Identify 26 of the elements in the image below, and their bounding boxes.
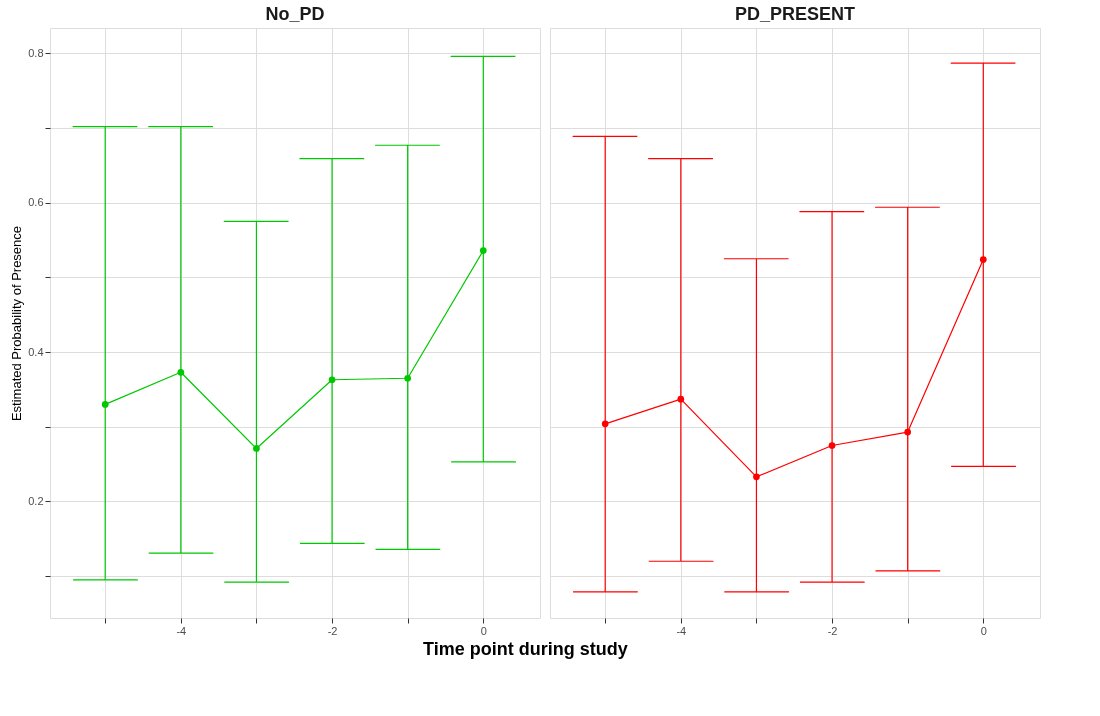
y-tick-label: 0.4 [28, 345, 44, 358]
x-axis-title: Time point during study [423, 638, 628, 659]
x-tick-label: -2 [827, 624, 838, 637]
y-tick-label: 0.2 [28, 494, 44, 507]
point [253, 445, 260, 452]
y-tick-label: 0.8 [28, 46, 44, 59]
chart-title: No_PD [265, 4, 325, 24]
point [904, 428, 912, 436]
point [328, 376, 336, 384]
point [101, 401, 109, 408]
point [177, 368, 185, 376]
point [479, 247, 487, 254]
x-tick-label: 0 [980, 624, 987, 637]
y-axis-title: Estimated Probability of Presence [9, 225, 25, 422]
x-tick-label: -4 [676, 624, 687, 637]
point [753, 473, 760, 481]
point [404, 374, 412, 382]
point [828, 442, 836, 449]
x-tick-label: -4 [176, 624, 187, 637]
point [601, 420, 609, 428]
point [677, 395, 685, 403]
point [979, 256, 987, 263]
chart-title: PD_PRESENT [734, 4, 856, 24]
x-tick-label: -2 [327, 624, 338, 637]
x-tick-label: 0 [480, 624, 487, 637]
y-tick-label: 0.6 [28, 196, 44, 209]
